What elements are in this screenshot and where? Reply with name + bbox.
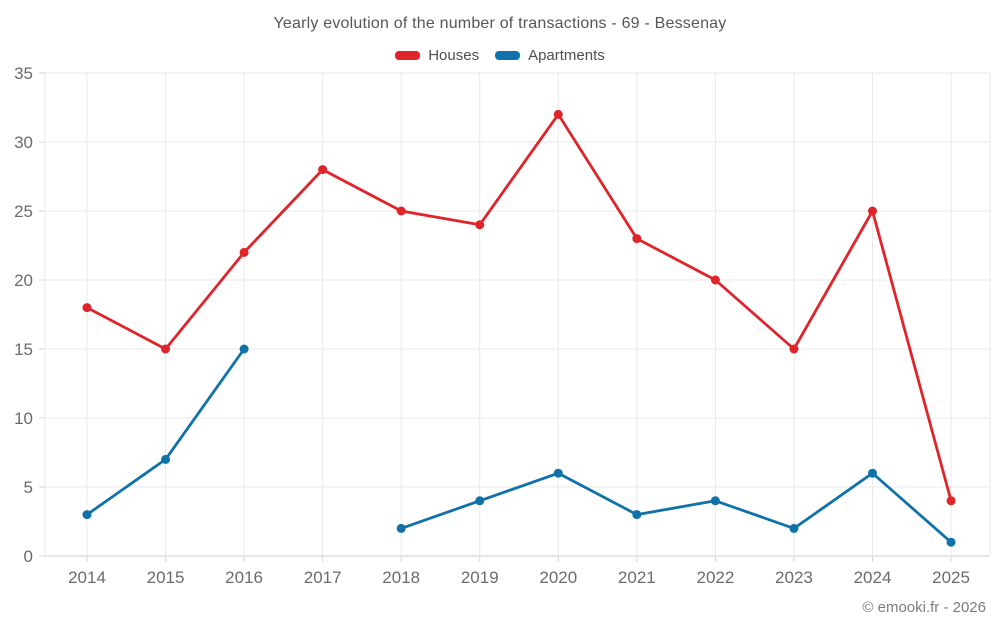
apartments-data-point [239, 344, 249, 354]
legend-item-apartments[interactable]: Apartments [495, 47, 605, 64]
y-tick-label: 10 [14, 409, 33, 428]
y-tick-label: 25 [14, 202, 33, 221]
houses-data-point [553, 109, 563, 119]
y-tick-label: 20 [14, 271, 33, 290]
x-tick-label: 2021 [618, 568, 656, 587]
y-tick-label: 5 [24, 478, 33, 497]
apartments-data-point [475, 496, 485, 506]
houses-data-point [710, 275, 720, 285]
x-tick-label: 2023 [775, 568, 813, 587]
houses-data-point [946, 496, 956, 506]
houses-data-point [239, 247, 249, 257]
x-tick-label: 2017 [304, 568, 342, 587]
apartments-series-swatch-icon [495, 51, 521, 60]
houses-data-point [632, 234, 642, 244]
chart-title: Yearly evolution of the number of transa… [273, 15, 727, 32]
houses-data-point [868, 206, 877, 216]
houses-data-point [161, 344, 171, 354]
houses-series-line [85, 113, 953, 503]
y-tick-label: 35 [14, 64, 33, 83]
apartments-data-point [82, 510, 92, 520]
houses-data-point [396, 206, 406, 216]
y-tick-label: 0 [24, 547, 33, 566]
x-tick-label: 2024 [854, 568, 892, 587]
x-tick-label: 2019 [461, 568, 499, 587]
apartments-data-point [789, 523, 799, 533]
apartments-data-point [396, 523, 406, 533]
apartments-data-point [868, 468, 877, 478]
x-tick-label: 2016 [225, 568, 263, 587]
copyright-credit: © emooki.fr - 2026 [862, 599, 986, 616]
houses-data-point [82, 303, 92, 313]
apartments-data-point [553, 468, 563, 478]
houses-series-swatch-icon [395, 51, 421, 60]
x-tick-label: 2020 [539, 568, 577, 587]
y-tick-label: 30 [14, 133, 33, 152]
y-tick-label: 15 [14, 340, 33, 359]
legend-item-houses[interactable]: Houses [395, 47, 479, 64]
x-tick-label: 2022 [696, 568, 734, 587]
apartments-data-point [632, 510, 642, 520]
apartments-data-point [946, 537, 956, 547]
x-tick-label: 2015 [147, 568, 185, 587]
x-tick-label: 2018 [382, 568, 420, 587]
apartments-data-point [161, 454, 171, 464]
houses-data-point [475, 220, 485, 230]
x-tick-label: 2014 [68, 568, 106, 587]
apartments-series-line [399, 471, 953, 544]
legend-label-houses: Houses [428, 47, 480, 64]
houses-data-point [318, 165, 328, 175]
x-tick-label: 2025 [932, 568, 970, 587]
apartments-data-point [710, 496, 720, 506]
legend-label-apartments: Apartments [528, 47, 605, 64]
houses-data-point [789, 344, 799, 354]
chart-legend: Houses Apartments [0, 47, 1000, 64]
